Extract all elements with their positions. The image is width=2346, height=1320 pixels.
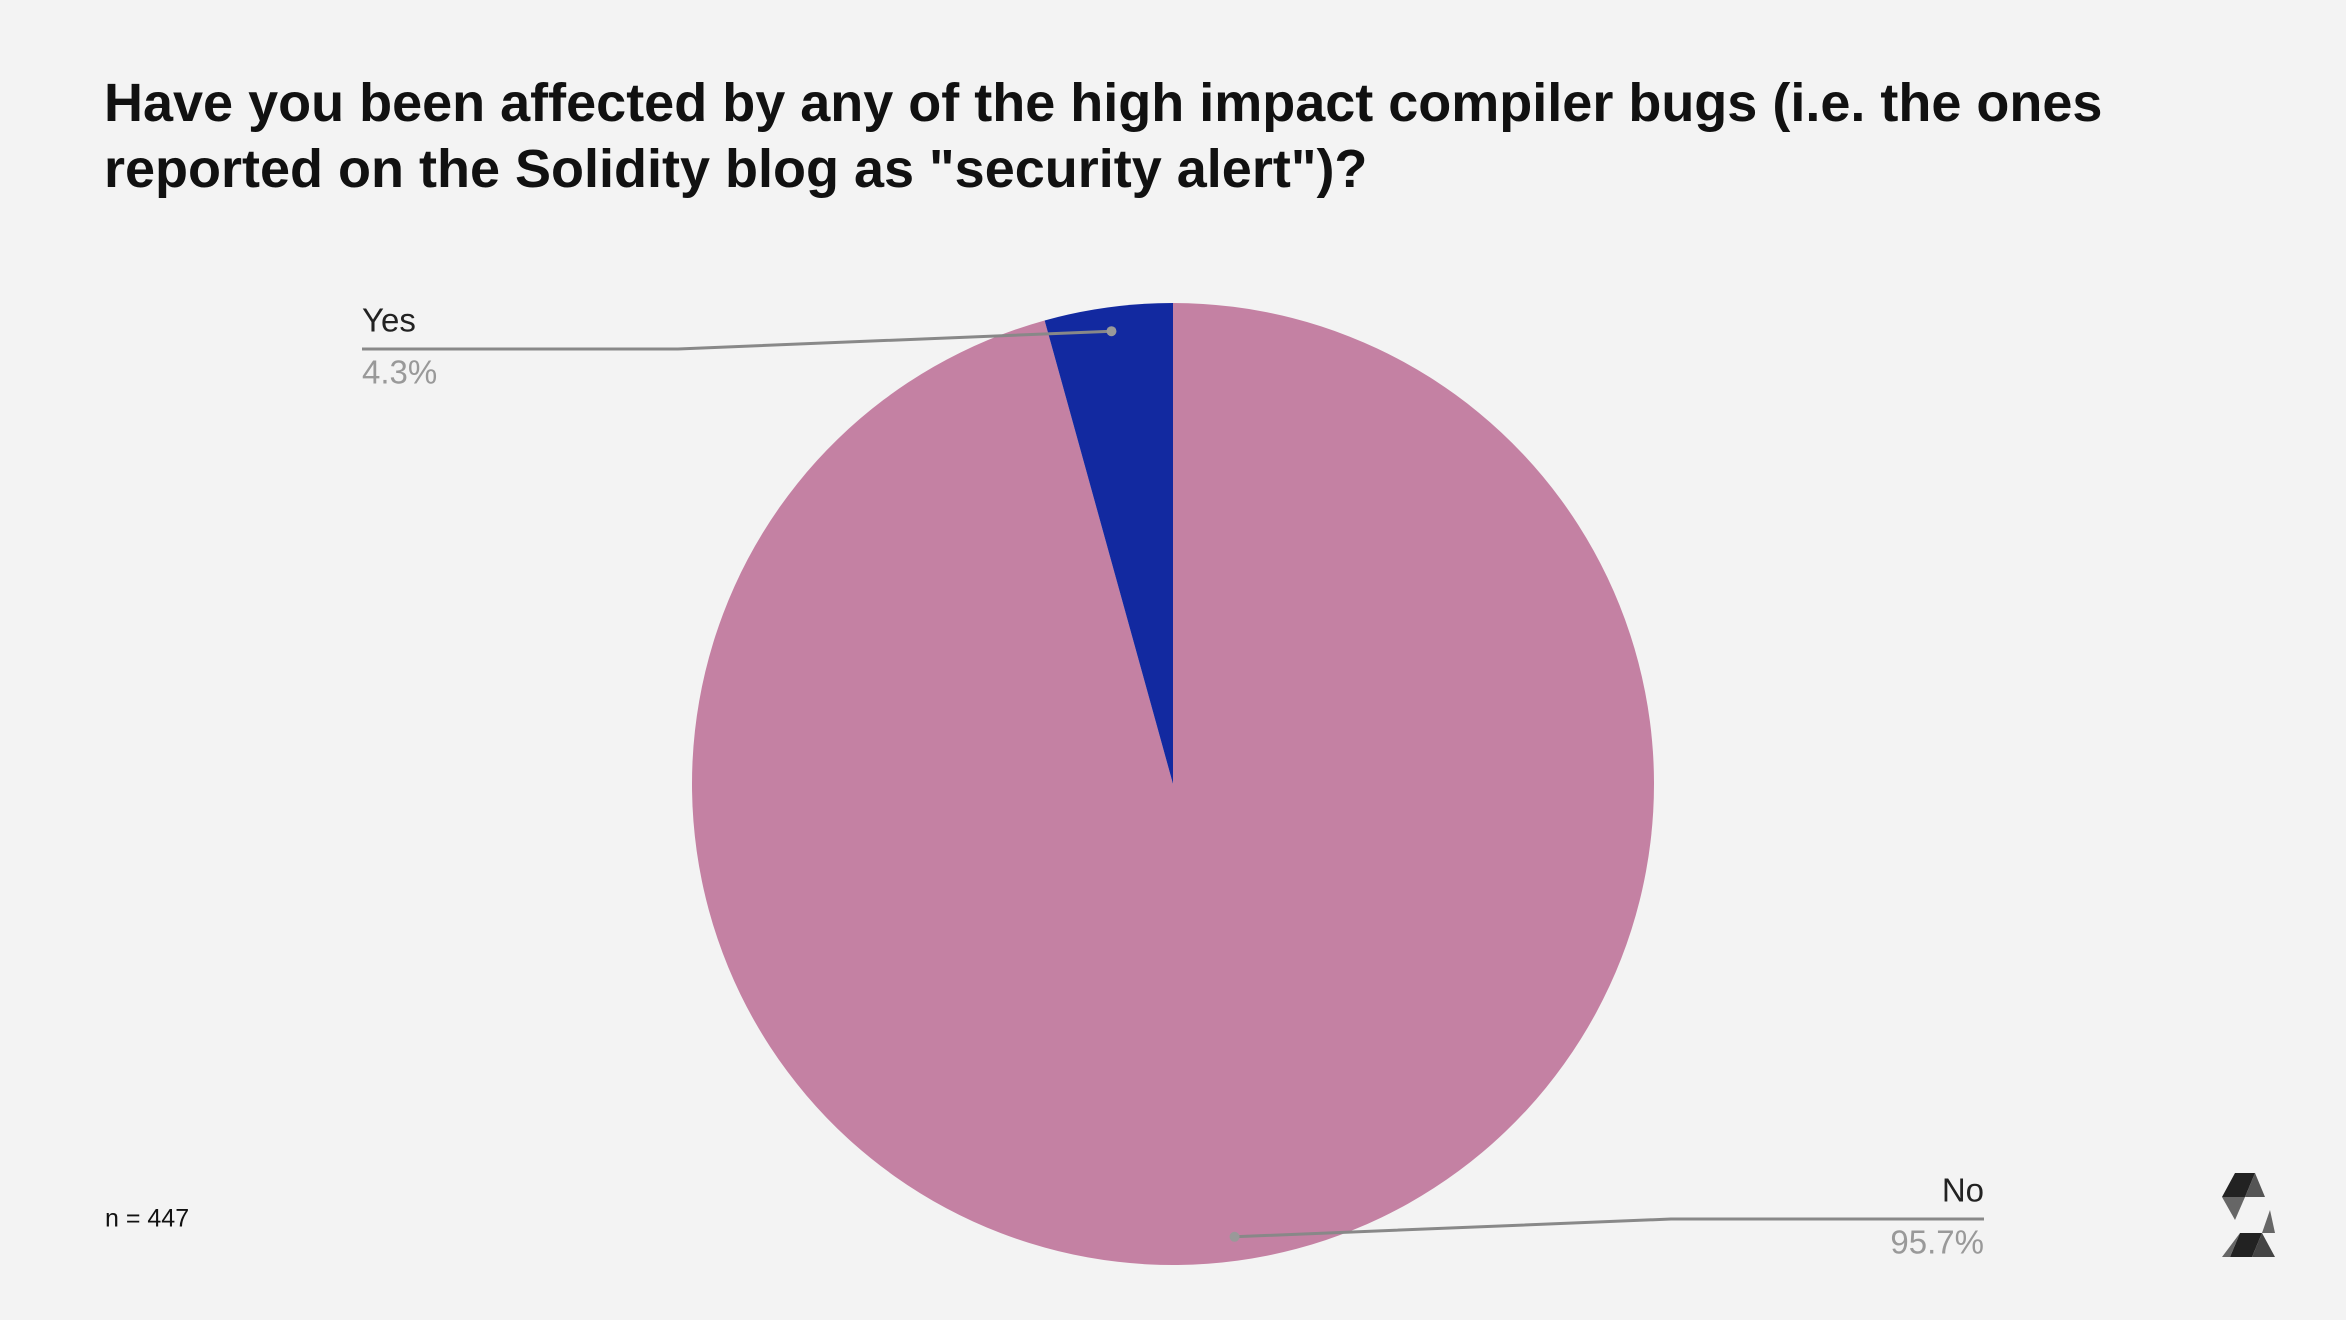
leader-line xyxy=(1234,1217,1984,1239)
slice-value-label: 95.7% xyxy=(1890,1224,1984,1261)
slice-value-label: 4.3% xyxy=(362,354,437,391)
annotation: n = 447 xyxy=(105,1205,189,1233)
pie-slice xyxy=(692,303,1655,1266)
chart-title: Have you been affected by any of the hig… xyxy=(104,73,2103,199)
slice-label: Yes xyxy=(362,302,416,339)
leader-line xyxy=(362,329,1112,351)
logo xyxy=(2222,1173,2275,1257)
pie-slice xyxy=(1044,303,1173,784)
leader-dot xyxy=(1106,326,1117,337)
leader-dot xyxy=(1229,1231,1240,1242)
slice-label: No xyxy=(1942,1172,1984,1209)
